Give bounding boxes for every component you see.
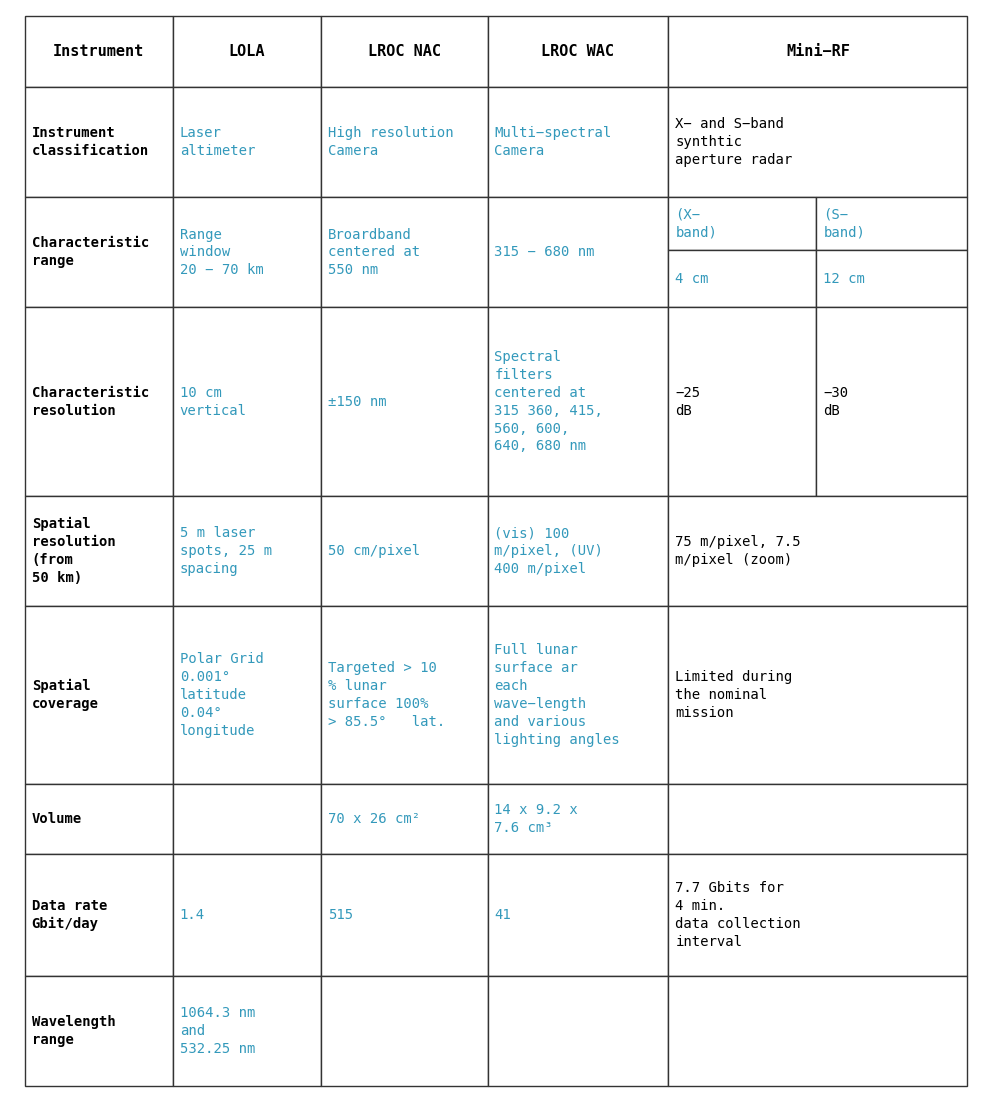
Text: Wavelength
range: Wavelength range	[32, 1014, 115, 1046]
Text: Multi−spectral
Camera: Multi−spectral Camera	[494, 126, 612, 158]
Bar	[669, 496, 967, 607]
Bar	[25, 87, 173, 198]
Bar	[320, 496, 487, 607]
Text: 315 − 680 nm: 315 − 680 nm	[494, 245, 595, 259]
Text: Limited during
the nominal
mission: Limited during the nominal mission	[676, 670, 793, 720]
Text: 12 cm: 12 cm	[823, 271, 865, 286]
Bar	[320, 607, 487, 784]
Bar	[487, 198, 669, 308]
Bar	[320, 198, 487, 308]
Text: X− and S−band
synthtic
aperture radar: X− and S−band synthtic aperture radar	[676, 118, 793, 167]
Bar	[669, 607, 967, 784]
Text: ±150 nm: ±150 nm	[327, 395, 386, 409]
Text: Targeted > 10
% lunar
surface 100%
> 85.5°   lat.: Targeted > 10 % lunar surface 100% > 85.…	[327, 662, 444, 729]
Text: LROC NAC: LROC NAC	[368, 44, 440, 59]
Text: 50 cm/pixel: 50 cm/pixel	[327, 544, 420, 558]
Text: 515: 515	[327, 908, 353, 922]
Bar	[669, 198, 816, 251]
Bar	[669, 87, 967, 198]
Text: LROC WAC: LROC WAC	[542, 44, 614, 59]
Bar	[173, 308, 320, 496]
Bar	[487, 496, 669, 607]
Text: Spectral
filters
centered at
315 360, 415,
560, 600,
640, 680 nm: Spectral filters centered at 315 360, 41…	[494, 351, 603, 454]
Bar	[173, 198, 320, 308]
Bar	[669, 308, 816, 496]
Bar	[669, 16, 967, 87]
Text: −30
dB: −30 dB	[823, 386, 848, 418]
Bar	[816, 251, 967, 308]
Text: Mini−RF: Mini−RF	[786, 44, 850, 59]
Text: 7.7 Gbits for
4 min.
data collection
interval: 7.7 Gbits for 4 min. data collection int…	[676, 881, 801, 948]
Bar	[25, 308, 173, 496]
Text: High resolution
Camera: High resolution Camera	[327, 126, 453, 158]
Bar	[25, 784, 173, 854]
Bar	[25, 854, 173, 976]
Bar	[487, 16, 669, 87]
Bar	[487, 607, 669, 784]
Bar	[173, 496, 320, 607]
Text: Instrument: Instrument	[54, 44, 145, 59]
Text: 5 m laser
spots, 25 m
spacing: 5 m laser spots, 25 m spacing	[180, 526, 272, 576]
Text: 1.4: 1.4	[180, 908, 204, 922]
Bar	[173, 16, 320, 87]
Text: 1064.3 nm
and
532.25 nm: 1064.3 nm and 532.25 nm	[180, 1006, 255, 1056]
Bar	[320, 976, 487, 1086]
Bar	[173, 87, 320, 198]
Bar	[816, 308, 967, 496]
Text: Characteristic
resolution: Characteristic resolution	[32, 386, 149, 418]
Text: 70 x 26 cm²: 70 x 26 cm²	[327, 812, 420, 826]
Text: Data rate
Gbit/day: Data rate Gbit/day	[32, 899, 107, 931]
Text: 4 cm: 4 cm	[676, 271, 709, 286]
Bar	[669, 976, 967, 1086]
Text: 41: 41	[494, 908, 511, 922]
Text: (X−
band): (X− band)	[676, 208, 717, 240]
Bar	[173, 784, 320, 854]
Bar	[487, 87, 669, 198]
Bar	[173, 854, 320, 976]
Text: 14 x 9.2 x
7.6 cm³: 14 x 9.2 x 7.6 cm³	[494, 803, 578, 835]
Bar	[173, 607, 320, 784]
Bar	[816, 198, 967, 251]
Text: LOLA: LOLA	[228, 44, 265, 59]
Text: Characteristic
range: Characteristic range	[32, 236, 149, 268]
Text: Volume: Volume	[32, 812, 82, 826]
Bar	[320, 16, 487, 87]
Bar	[320, 854, 487, 976]
Text: Spatial
coverage: Spatial coverage	[32, 679, 99, 711]
Text: 10 cm
vertical: 10 cm vertical	[180, 386, 247, 418]
Text: Broardband
centered at
550 nm: Broardband centered at 550 nm	[327, 227, 420, 277]
Bar	[669, 854, 967, 976]
Text: (S−
band): (S− band)	[823, 208, 865, 240]
Bar	[25, 496, 173, 607]
Bar	[320, 308, 487, 496]
Text: (vis) 100
m/pixel, (UV)
400 m/pixel: (vis) 100 m/pixel, (UV) 400 m/pixel	[494, 526, 603, 576]
Bar	[25, 607, 173, 784]
Text: Instrument
classification: Instrument classification	[32, 126, 149, 158]
Bar	[173, 976, 320, 1086]
Text: Polar Grid
0.001°
latitude
0.04°
longitude: Polar Grid 0.001° latitude 0.04° longitu…	[180, 652, 264, 737]
Text: Laser
altimeter: Laser altimeter	[180, 126, 255, 158]
Bar	[669, 251, 816, 308]
Bar	[25, 16, 173, 87]
Text: 75 m/pixel, 7.5
m/pixel (zoom): 75 m/pixel, 7.5 m/pixel (zoom)	[676, 535, 801, 567]
Bar	[487, 308, 669, 496]
Bar	[669, 784, 967, 854]
Bar	[25, 976, 173, 1086]
Text: Full lunar
surface ar
each
wave−length
and various
lighting angles: Full lunar surface ar each wave−length a…	[494, 643, 620, 746]
Bar	[25, 198, 173, 308]
Text: Spatial
resolution
(from
50 km): Spatial resolution (from 50 km)	[32, 518, 115, 585]
Text: −25
dB: −25 dB	[676, 386, 700, 418]
Bar	[487, 976, 669, 1086]
Bar	[487, 784, 669, 854]
Bar	[320, 87, 487, 198]
Bar	[487, 854, 669, 976]
Bar	[320, 784, 487, 854]
Text: Range
window
20 − 70 km: Range window 20 − 70 km	[180, 227, 264, 277]
